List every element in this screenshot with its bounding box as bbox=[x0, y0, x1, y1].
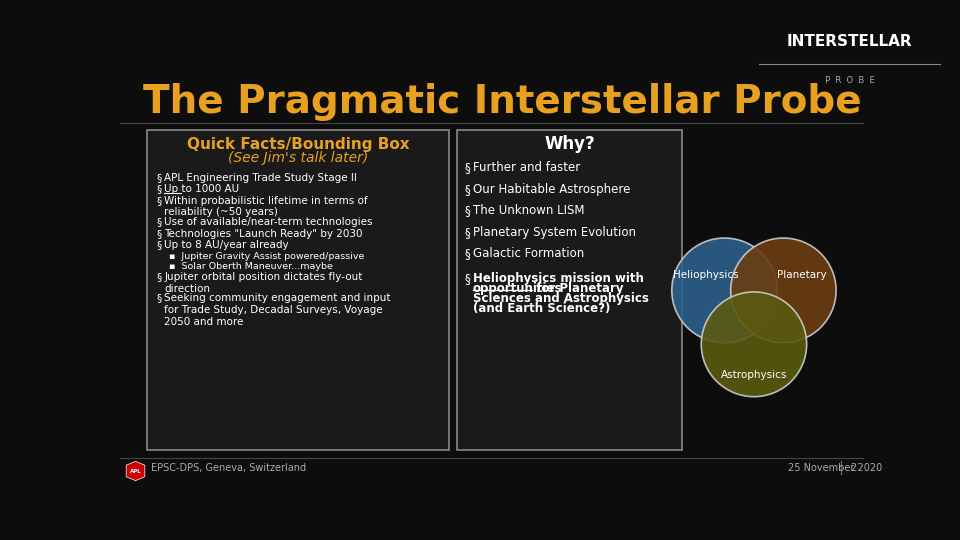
Text: Use of available/near-term technologies: Use of available/near-term technologies bbox=[164, 217, 372, 227]
Text: 2: 2 bbox=[850, 462, 856, 472]
Text: Seeking community engagement and input
for Trade Study, Decadal Surveys, Voyage
: Seeking community engagement and input f… bbox=[164, 294, 391, 327]
Text: §: § bbox=[465, 204, 470, 217]
Text: ▪  Solar Oberth Maneuver...maybe: ▪ Solar Oberth Maneuver...maybe bbox=[169, 262, 333, 271]
Text: §: § bbox=[156, 184, 161, 194]
Text: Planetary System Evolution: Planetary System Evolution bbox=[472, 226, 636, 239]
Text: §: § bbox=[465, 161, 470, 174]
Text: §: § bbox=[156, 229, 161, 239]
Circle shape bbox=[731, 238, 836, 343]
Text: §: § bbox=[156, 294, 161, 303]
FancyBboxPatch shape bbox=[147, 130, 449, 450]
Text: §: § bbox=[156, 195, 161, 206]
Text: Planetary: Planetary bbox=[778, 270, 827, 280]
Text: APL: APL bbox=[130, 469, 141, 474]
Text: §: § bbox=[156, 217, 161, 227]
Text: INTERSTELLAR: INTERSTELLAR bbox=[787, 35, 912, 49]
Text: §: § bbox=[156, 272, 161, 282]
Text: 25 November 2020: 25 November 2020 bbox=[788, 462, 882, 472]
Circle shape bbox=[701, 292, 806, 397]
Text: Further and faster: Further and faster bbox=[472, 161, 580, 174]
Text: for Planetary: for Planetary bbox=[532, 282, 624, 295]
Text: Technologies "Launch Ready" by 2030: Technologies "Launch Ready" by 2030 bbox=[164, 229, 363, 239]
Text: ▪  Jupiter Gravity Assist powered/passive: ▪ Jupiter Gravity Assist powered/passive bbox=[169, 252, 364, 261]
Text: Quick Facts/Bounding Box: Quick Facts/Bounding Box bbox=[187, 137, 410, 152]
Text: Up to 1000 AU: Up to 1000 AU bbox=[164, 184, 239, 194]
Text: (and Earth Science?): (and Earth Science?) bbox=[472, 302, 610, 315]
Polygon shape bbox=[126, 461, 145, 481]
Text: §: § bbox=[465, 226, 470, 239]
Text: opportunities: opportunities bbox=[472, 282, 563, 295]
Text: §: § bbox=[465, 183, 470, 195]
Text: Galactic Formation: Galactic Formation bbox=[472, 247, 584, 260]
Text: §: § bbox=[156, 240, 161, 251]
Text: P  R  O  B  E: P R O B E bbox=[825, 76, 875, 85]
Text: Why?: Why? bbox=[544, 135, 595, 153]
Text: §: § bbox=[465, 272, 470, 285]
FancyBboxPatch shape bbox=[457, 130, 682, 450]
Text: Heliophysics mission with: Heliophysics mission with bbox=[472, 272, 643, 285]
Text: Astrophysics: Astrophysics bbox=[721, 370, 787, 380]
Circle shape bbox=[672, 238, 778, 343]
Text: Our Habitable Astrosphere: Our Habitable Astrosphere bbox=[472, 183, 630, 195]
Text: APL Engineering Trade Study Stage II: APL Engineering Trade Study Stage II bbox=[164, 173, 357, 183]
Text: §: § bbox=[465, 247, 470, 260]
Text: The Unknown LISM: The Unknown LISM bbox=[472, 204, 584, 217]
Text: Within probabilistic lifetime in terms of
reliability (~50 years): Within probabilistic lifetime in terms o… bbox=[164, 195, 368, 217]
Text: Jupiter orbital position dictates fly-out
direction: Jupiter orbital position dictates fly-ou… bbox=[164, 272, 363, 294]
Text: Heliophysics: Heliophysics bbox=[673, 270, 738, 280]
Text: EPSC-DPS, Geneva, Switzerland: EPSC-DPS, Geneva, Switzerland bbox=[151, 462, 306, 472]
Text: (See Jim's talk later): (See Jim's talk later) bbox=[228, 151, 369, 165]
Text: §: § bbox=[156, 173, 161, 183]
Text: The Pragmatic Interstellar Probe: The Pragmatic Interstellar Probe bbox=[143, 83, 862, 121]
Text: Sciences and Astrophysics: Sciences and Astrophysics bbox=[472, 292, 649, 305]
Text: Up to 8 AU/year already: Up to 8 AU/year already bbox=[164, 240, 289, 251]
